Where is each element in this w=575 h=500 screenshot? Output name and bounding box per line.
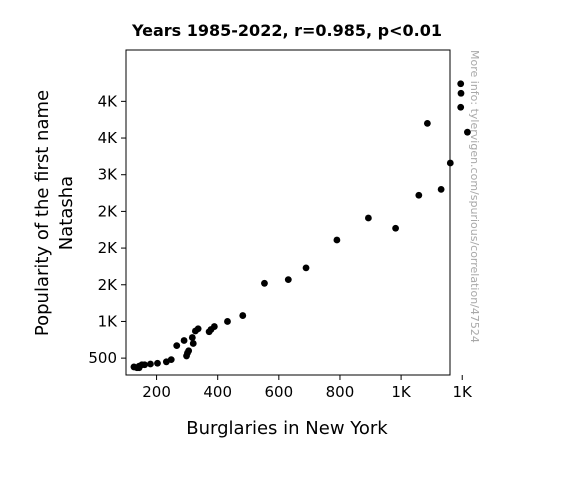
y-tick-label: 2K [98,276,119,294]
data-point [173,342,181,350]
data-point [189,340,197,347]
data-points [130,80,471,372]
x-tick-label: 600 [265,383,294,401]
data-point [183,352,190,360]
data-point [284,276,292,284]
y-axis-label: Popularity of the first name Natasha [32,90,77,336]
data-point [302,264,310,272]
data-point [261,279,268,287]
y-tick-label: 3K [98,166,119,184]
x-tick-label: 1K [453,383,474,401]
data-point [457,89,465,97]
x-axis-label: Burglaries in New York [186,418,388,439]
data-point [364,214,372,222]
data-point [188,334,196,341]
x-tick-label: 800 [326,383,355,401]
data-point [464,128,471,136]
data-point [147,360,154,368]
data-point [457,80,465,88]
source-note: More info: tylervigen.com/spurious/corre… [468,50,481,343]
data-point [415,191,423,199]
y-axis-label-line-1: Popularity of the first name [32,90,53,336]
data-point [162,358,170,366]
y-axis: 500 1K 2K 2K 2K 3K 4K 4K [88,92,126,367]
data-point [239,312,247,319]
x-axis: 200 400 600 800 1K 1K [142,375,473,401]
y-tick-label: 2K [98,202,119,220]
data-point [130,363,138,371]
chart-title: Years 1985-2022, r=0.985, p<0.01 [131,21,442,40]
data-point [446,159,454,167]
data-point [191,327,199,335]
y-tick-label: 4K [98,92,119,110]
x-tick-label: 400 [203,383,232,401]
data-point [392,224,399,232]
x-tick-label: 1K [391,383,412,401]
y-axis-label-line-2: Natasha [56,176,77,250]
data-point [224,318,231,325]
data-point [437,185,445,193]
data-point [154,359,161,367]
x-tick-label: 200 [142,383,171,401]
data-point [205,328,213,336]
data-point [333,236,341,244]
y-tick-label: 4K [98,129,119,147]
y-tick-label: 1K [98,312,119,330]
y-tick-label: 2K [98,239,119,257]
data-point [457,103,465,111]
data-point [180,337,188,344]
plot-area [125,49,451,376]
y-tick-label: 500 [88,349,117,367]
data-point [423,119,431,127]
source-note-text: More info: tylervigen.com/spurious/corre… [468,50,481,343]
